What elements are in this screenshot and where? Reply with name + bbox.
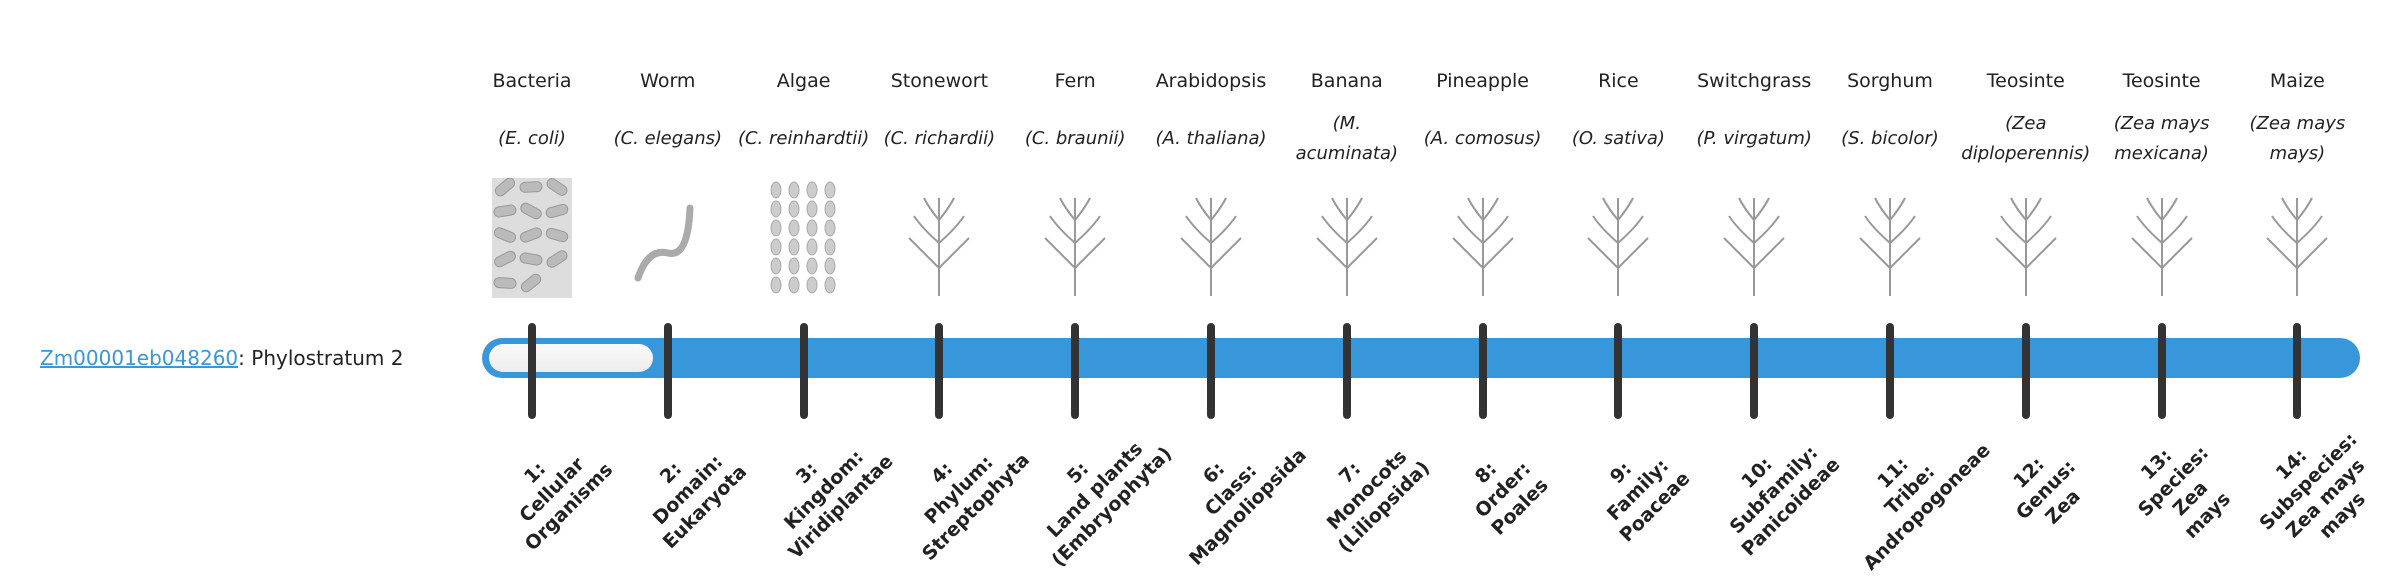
organism-name: Bacteria (492, 70, 572, 92)
stratum-tick (935, 323, 944, 419)
stratum-label: 5: Land plants (Embryophyta) (1013, 408, 1177, 572)
bacteria-illustration (464, 176, 600, 300)
organism-species: (Zea diploperennis) (1958, 108, 2094, 170)
gene-label: Zm00001eb048260: Phylostratum 2 (40, 340, 403, 376)
stratum-label: 10: Subfamily: Panicoideae (1703, 419, 1845, 561)
organism-name: Stonewort (890, 70, 989, 92)
stratum-tick (1886, 323, 1894, 419)
stratum-tick (1071, 323, 1080, 419)
organism-species: (C. braunii) (1007, 108, 1143, 170)
organism-name: Arabidopsis (1155, 70, 1267, 92)
organism-species: (P. virgatum) (1686, 108, 1822, 170)
species-text: (M. acuminata) (1295, 113, 1398, 164)
species-text: (A. thaliana) (1155, 128, 1267, 149)
stratum-label: 1: Cellular Organisms (486, 424, 618, 556)
stratum-tick (2021, 323, 2030, 419)
stratum-label: 11: Tribe: Andropogoneae (1825, 405, 1996, 576)
phylostratum-text: : Phylostratum 2 (238, 346, 404, 370)
organism-species: (Zea mays mexicana) (2094, 108, 2230, 170)
stratum-tick (528, 323, 536, 419)
stratum-label: 9: Family: Poaceae (1581, 433, 1695, 547)
species-text: (O. sativa) (1571, 128, 1665, 149)
species-text: (E. coli) (498, 128, 566, 149)
species-text: (Zea diploperennis) (1961, 113, 2091, 164)
organism-name: Sorghum (1847, 70, 1933, 92)
organism-species: (C. richardii) (871, 108, 1007, 170)
worm-illustration (600, 176, 736, 300)
stratum-tick (1614, 323, 1623, 419)
organism-species: (C. reinhardtii) (736, 108, 872, 170)
stratum-label: 13: Species: Zea mays (2116, 424, 2247, 555)
rice-illustration (1550, 176, 1686, 300)
stratum-label: 2: Domain: Eukaryota (624, 426, 752, 554)
stratum-tick (799, 323, 808, 419)
organism-species: (M. acuminata) (1279, 108, 1415, 170)
teosinte-illustration (1958, 176, 2094, 300)
fern-illustration (1007, 176, 1143, 300)
stratum-tick (2157, 323, 2166, 419)
stratum-label: 4: Phylum: Streptophyta (884, 414, 1035, 565)
gene-id-link[interactable]: Zm00001eb048260 (40, 346, 239, 370)
organism-species: (A. thaliana) (1143, 108, 1279, 170)
stratum-tick (1750, 323, 1759, 419)
organism-species: (S. bicolor) (1822, 108, 1958, 170)
organism-species: (O. sativa) (1550, 108, 1686, 170)
stratum-tick (1207, 323, 1215, 419)
stratum-tick (1342, 323, 1351, 419)
arabidopsis-illustration (1143, 176, 1279, 300)
organism-species: (E. coli) (464, 108, 600, 170)
stonewort-illustration (871, 176, 1007, 300)
stratum-label: 7: Monocots (Liliopsida) (1299, 422, 1435, 558)
species-text: (Zea mays mays) (2249, 113, 2346, 164)
organism-name: Banana (1310, 70, 1383, 92)
sorghum-illustration (1822, 176, 1958, 300)
species-text: (C. braunii) (1024, 128, 1126, 149)
organism-species: (C. elegans) (600, 108, 736, 170)
species-text: (S. bicolor) (1841, 128, 1939, 149)
organism-name: Algae (776, 70, 831, 92)
organism-name: Switchgrass (1697, 70, 1812, 92)
organism-species: (A. comosus) (1415, 108, 1551, 170)
organism-name: Teosinte (2122, 70, 2201, 92)
species-text: (P. virgatum) (1696, 128, 1812, 149)
switchgrass-illustration (1686, 176, 1822, 300)
phylostratum-bar (482, 338, 2360, 378)
banana-illustration (1279, 176, 1415, 300)
stratum-tick (2293, 323, 2302, 419)
pineapple-illustration (1415, 176, 1551, 300)
stratum-label: 12: Genus: Zea (1994, 438, 2098, 542)
organism-species: (Zea mays mays) (2229, 108, 2365, 170)
organism-name: Worm (640, 70, 696, 92)
species-text: (Zea mays mexicana) (2113, 113, 2210, 164)
organism-name: Pineapple (1436, 70, 1529, 92)
stratum-tick (663, 323, 672, 419)
phylostratum-fill (489, 344, 653, 372)
stratum-tick (1478, 323, 1487, 419)
algae-illustration (736, 176, 872, 300)
organism-name: Fern (1054, 70, 1096, 92)
teosinte-illustration (2094, 176, 2230, 300)
stratum-label: 6: Class: Magnoliopsida (1150, 409, 1311, 570)
stratum-label: 14: Subspecies: Zea mays mays (2238, 411, 2397, 570)
maize-illustration (2229, 176, 2365, 300)
organism-name: Maize (2269, 70, 2325, 92)
species-text: (C. richardii) (883, 128, 996, 149)
species-text: (C. elegans) (613, 128, 723, 149)
species-text: (A. comosus) (1423, 128, 1542, 149)
stratum-label: 8: Order: Poales (1452, 440, 1553, 541)
stratum-label: 3: Kingdom: Viridiplantae (749, 416, 898, 565)
species-text: (C. reinhardtii) (737, 128, 870, 149)
organism-name: Rice (1598, 70, 1639, 92)
organism-name: Teosinte (1986, 70, 2065, 92)
